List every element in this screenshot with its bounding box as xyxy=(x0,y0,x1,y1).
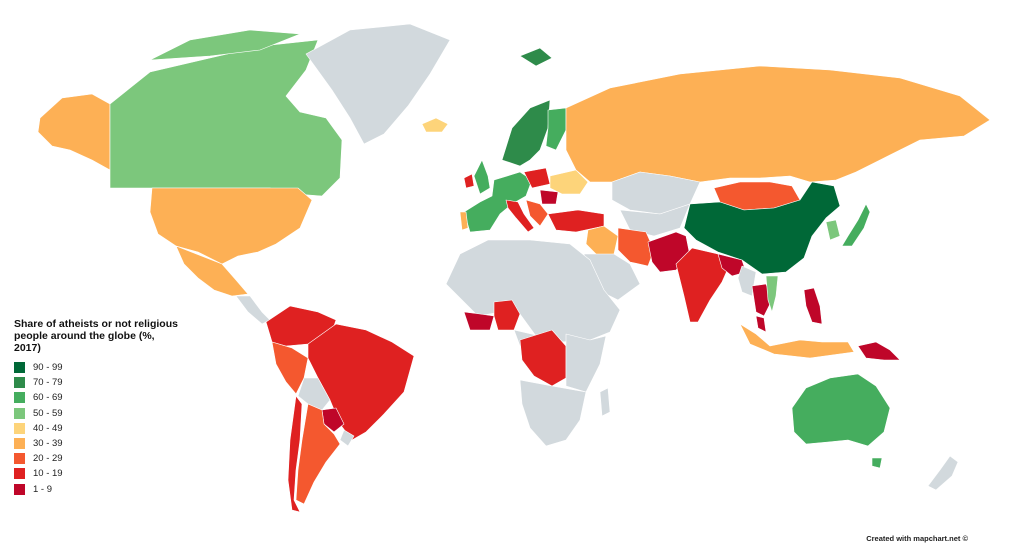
legend-swatch xyxy=(14,438,25,450)
legend-swatch xyxy=(14,468,25,480)
legend-label: 20 - 29 xyxy=(33,453,63,465)
region-philippines xyxy=(803,287,823,325)
legend-label: 60 - 69 xyxy=(33,392,63,404)
legend-label: 50 - 59 xyxy=(33,407,63,419)
region-china xyxy=(683,181,841,275)
legend-swatch xyxy=(14,362,25,374)
region-thailand xyxy=(751,283,773,317)
map-credit: Created with mapchart.net © xyxy=(866,534,968,543)
region-mexico xyxy=(175,245,249,297)
region-madagascar xyxy=(599,387,611,417)
region-scandinavia xyxy=(501,99,551,167)
region-portugal xyxy=(459,211,469,231)
region-usa xyxy=(149,187,313,265)
region-uruguay xyxy=(339,429,355,447)
region-alaska xyxy=(37,93,111,171)
region-ivory-coast-ghana xyxy=(463,311,495,331)
region-indonesia xyxy=(739,323,855,359)
region-balkans xyxy=(525,199,549,227)
legend-label: 10 - 19 xyxy=(33,468,63,480)
legend-item: 10 - 19 xyxy=(14,466,184,481)
region-africa-south xyxy=(519,379,587,447)
legend-swatch xyxy=(14,422,25,434)
legend-item: 20 - 29 xyxy=(14,451,184,466)
region-africa-east xyxy=(565,333,607,393)
region-tasmania xyxy=(871,457,883,469)
region-romania xyxy=(539,189,559,205)
region-drc xyxy=(519,329,567,387)
region-bangladesh-nepal xyxy=(717,253,747,277)
region-iran xyxy=(617,227,655,267)
region-greenland xyxy=(305,23,451,145)
legend-item: 70 - 79 xyxy=(14,375,184,390)
region-iceland xyxy=(421,117,449,133)
region-uk xyxy=(473,159,491,195)
legend-label: 30 - 39 xyxy=(33,438,63,450)
legend-item: 30 - 39 xyxy=(14,436,184,451)
legend-item: 40 - 49 xyxy=(14,421,184,436)
map-legend: Share of atheists or not religious peopl… xyxy=(14,318,184,497)
region-central-america xyxy=(235,295,271,325)
region-myanmar xyxy=(737,265,757,297)
legend-swatch xyxy=(14,483,25,495)
legend-swatch xyxy=(14,453,25,465)
legend-item: 50 - 59 xyxy=(14,406,184,421)
legend-swatch xyxy=(14,407,25,419)
region-japan xyxy=(841,203,871,247)
region-finland xyxy=(545,107,567,151)
region-australia xyxy=(791,373,891,447)
region-new-zealand xyxy=(927,455,959,491)
region-png xyxy=(857,341,901,361)
region-korea xyxy=(825,219,841,241)
region-vietnam xyxy=(765,275,779,313)
region-argentina xyxy=(295,403,341,505)
region-ireland xyxy=(463,173,475,189)
legend-item: 1 - 9 xyxy=(14,482,184,497)
legend-label: 40 - 49 xyxy=(33,422,63,434)
legend-label: 70 - 79 xyxy=(33,377,63,389)
region-india xyxy=(675,247,731,323)
region-italy xyxy=(505,199,535,233)
legend-item: 90 - 99 xyxy=(14,360,184,375)
region-arctic-islands xyxy=(149,29,301,61)
legend-label: 1 - 9 xyxy=(33,483,53,495)
region-canada xyxy=(109,39,343,197)
region-peru xyxy=(271,341,309,395)
legend-swatch xyxy=(14,392,25,404)
region-middle-east xyxy=(585,225,619,257)
legend-swatch xyxy=(14,377,25,389)
region-malaysia xyxy=(755,315,767,333)
region-russia xyxy=(565,65,991,183)
legend-title: Share of atheists or not religious peopl… xyxy=(14,318,178,354)
legend-items: 90 - 99 70 - 79 60 - 69 50 - 59 40 - 49 … xyxy=(14,360,184,497)
legend-item: 60 - 69 xyxy=(14,390,184,405)
region-chile xyxy=(287,395,303,513)
legend-label: 90 - 99 xyxy=(33,362,63,374)
region-svalbard xyxy=(519,47,553,67)
